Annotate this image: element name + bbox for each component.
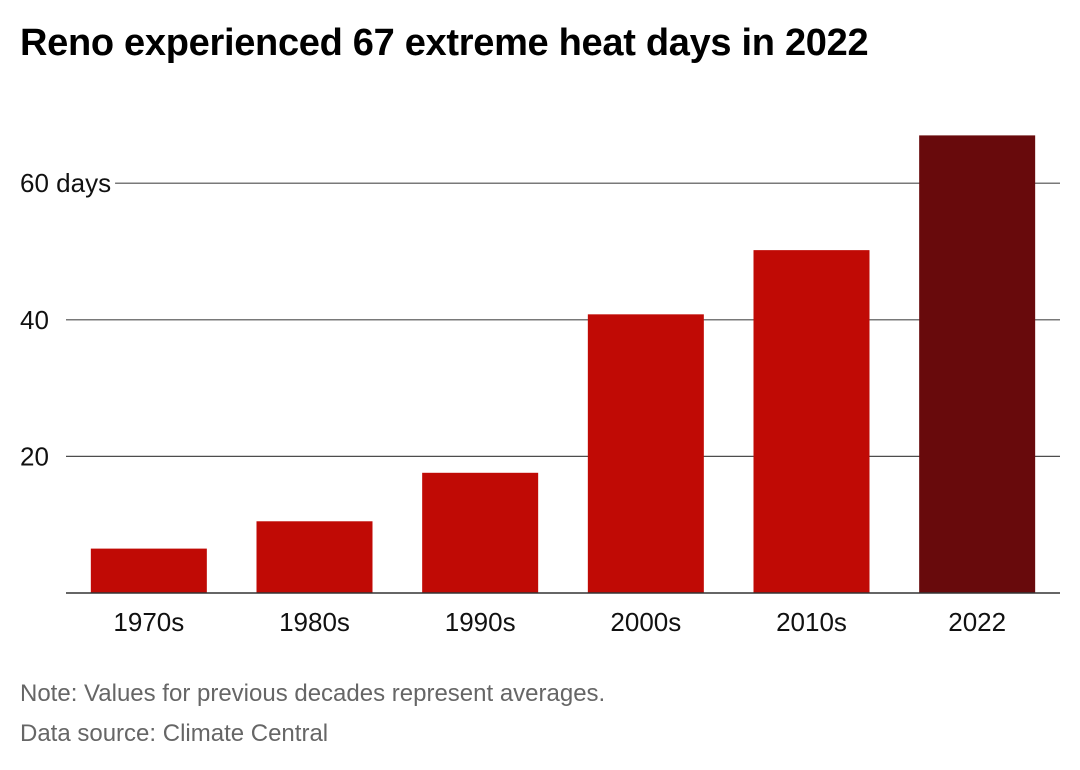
bar-2022	[919, 135, 1036, 593]
x-tick-label: 1970s	[113, 607, 184, 637]
chart-title: Reno experienced 67 extreme heat days in…	[20, 22, 869, 64]
y-tick-label: 60 days	[20, 168, 111, 198]
bar-1980s	[256, 521, 373, 593]
x-tick-label: 2000s	[610, 607, 681, 637]
chart-note: Note: Values for previous decades repres…	[20, 680, 606, 707]
x-tick-label: 2010s	[776, 607, 847, 637]
y-tick-label: 40	[20, 305, 49, 335]
bar-1970s	[90, 548, 207, 593]
x-tick-label: 1990s	[445, 607, 516, 637]
tick-label-background	[18, 168, 116, 199]
bar-2010s	[753, 250, 870, 593]
bar-2000s	[587, 314, 704, 593]
x-tick-label: 1980s	[279, 607, 350, 637]
x-tick-label: 2022	[948, 607, 1006, 637]
y-tick-label: 20	[20, 441, 49, 471]
data-source: Data source: Climate Central	[20, 720, 329, 747]
bar-1990s	[422, 472, 539, 593]
bar-chart: 20 40 60 days 1970s 1980s 1990s 2000s 2010s 2022	[18, 135, 1060, 637]
